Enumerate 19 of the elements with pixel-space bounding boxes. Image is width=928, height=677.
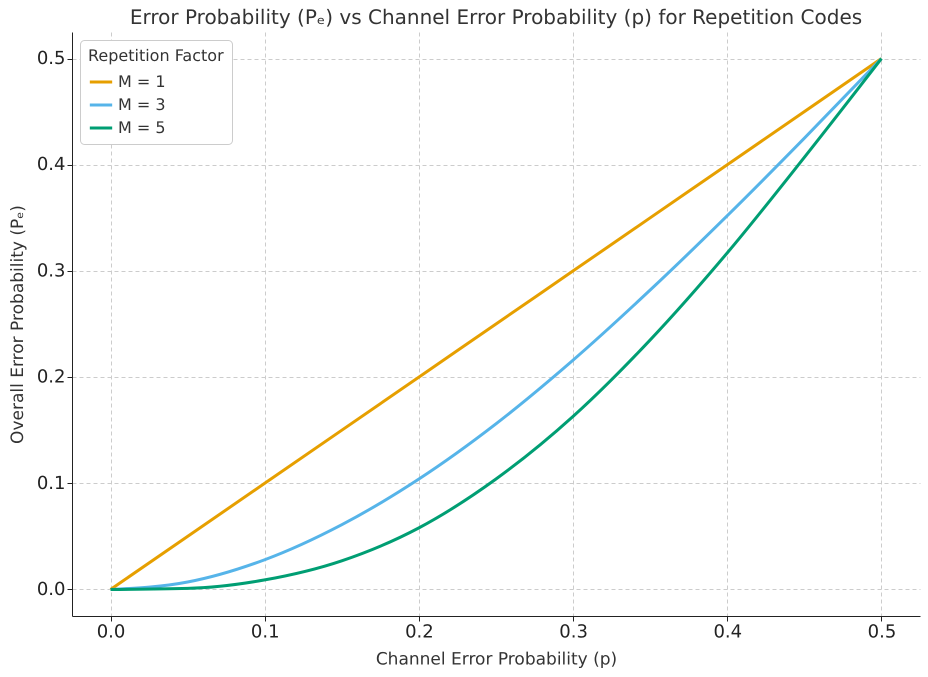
legend-label: M = 1 — [118, 72, 166, 91]
x-axis-title: Channel Error Probability (p) — [376, 650, 618, 670]
legend-label: M = 3 — [118, 95, 166, 114]
chart-title: Error Probability (Pₑ) vs Channel Error Probability (p) for Repetition Codes — [130, 5, 862, 29]
y-axis-title: Overall Error Probability (Pₑ) — [8, 205, 28, 444]
y-tick-label: 0.3 — [36, 260, 66, 282]
x-tick-label: 0.1 — [250, 622, 280, 642]
x-tick-label: 0.5 — [868, 622, 896, 642]
y-tick-label: 0.2 — [36, 366, 66, 388]
legend-label: M = 5 — [118, 118, 166, 137]
x-tick-label: 0.3 — [559, 622, 588, 642]
x-tick-label: 0.4 — [713, 622, 742, 642]
y-tick-label: 0.4 — [36, 154, 66, 176]
x-tick-label: 0.0 — [96, 622, 126, 642]
legend-title: Repetition Factor — [88, 46, 224, 65]
y-tick-label: 0.1 — [36, 472, 66, 494]
x-tick-label: 0.2 — [405, 622, 434, 642]
y-tick-label: 0.5 — [36, 48, 66, 70]
y-tick-label: 0.0 — [36, 578, 66, 600]
